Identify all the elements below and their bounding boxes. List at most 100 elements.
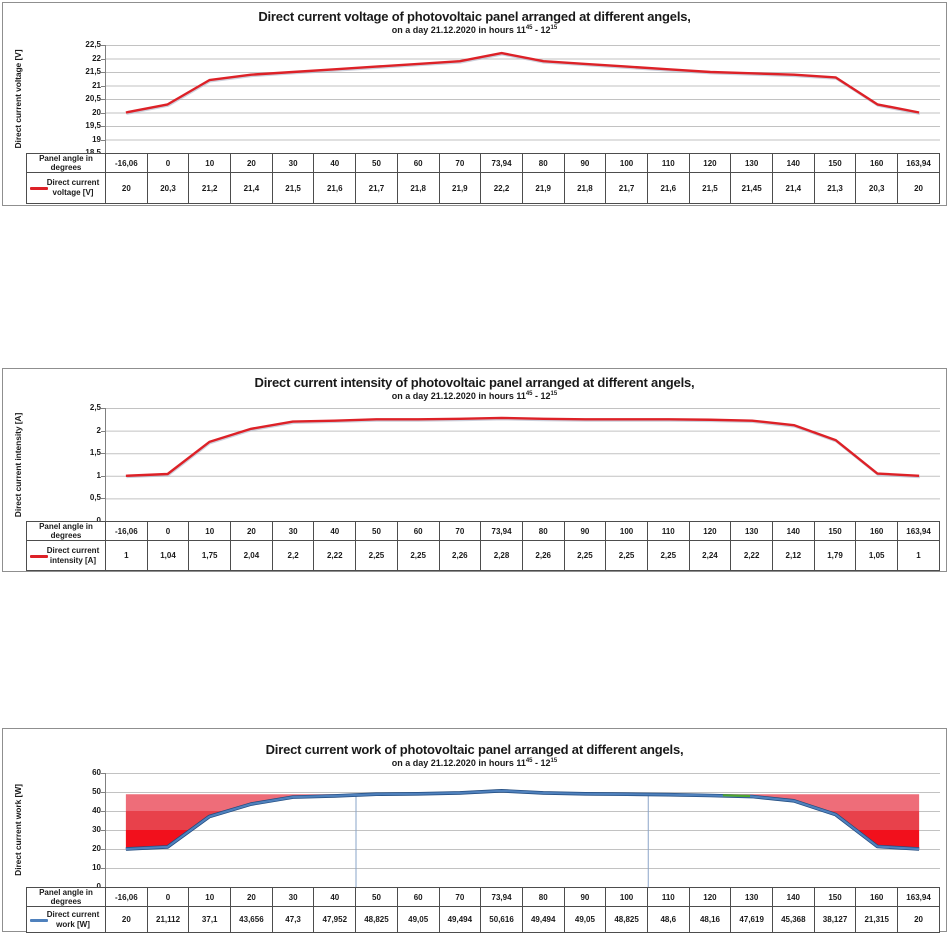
value-cell: 20 xyxy=(105,906,148,933)
angle-row: Panel angle in degrees -16,06 0 10 20 30 40 50 6… xyxy=(26,153,940,173)
y-tick-label: 60 xyxy=(92,768,101,777)
angle-row: Panel angle in degrees -16,06 0 10 20 30 40 50 6… xyxy=(26,521,940,541)
legend-label: Direct current intensity [A] xyxy=(46,545,100,565)
y-tick-mark xyxy=(101,86,105,87)
angle-cell: 140 xyxy=(772,521,815,541)
chart-title: Direct current work of photovoltaic pane… xyxy=(265,742,684,757)
value-cell: 21,4 xyxy=(772,172,815,204)
value-cell: 50,616 xyxy=(480,906,523,933)
value-cell: 1,04 xyxy=(146,540,190,571)
angle-cell: 0 xyxy=(146,887,190,907)
angle-cell: 130 xyxy=(730,153,773,173)
value-cell: 21,6 xyxy=(646,172,690,204)
angle-cell: 30 xyxy=(271,153,315,173)
value-cell: 21,9 xyxy=(438,172,482,204)
chart-plot-svg xyxy=(105,45,940,153)
series-line-icon xyxy=(30,918,48,922)
y-tick-label: 1,5 xyxy=(89,448,101,458)
angle-cell: 60 xyxy=(396,153,440,173)
y-axis-title: Direct current voltage [V] xyxy=(13,49,23,149)
angle-cell: 60 xyxy=(396,521,440,541)
angle-cell: 110 xyxy=(646,521,690,541)
angle-cell: 70 xyxy=(438,521,482,541)
value-cell: 2,12 xyxy=(772,540,815,571)
value-cell: 45,368 xyxy=(772,906,815,933)
value-row: Direct current voltage [V] 20 20,3 21,2 21,4 2… xyxy=(26,172,940,204)
y-tick-mark xyxy=(101,72,105,73)
angle-cell: 150 xyxy=(813,153,857,173)
angle-cell: 100 xyxy=(605,887,648,907)
angle-cell: 160 xyxy=(855,887,899,907)
angle-cell: 100 xyxy=(605,521,648,541)
value-cell: 43,656 xyxy=(230,906,273,933)
value-cell: 2,25 xyxy=(563,540,607,571)
y-tick-mark xyxy=(101,408,105,409)
angle-cell: 110 xyxy=(646,153,690,173)
angle-cell: 80 xyxy=(521,887,565,907)
value-cell: 21,3 xyxy=(813,172,857,204)
value-cell: 2,22 xyxy=(730,540,773,571)
chart-plot-svg xyxy=(105,773,940,887)
value-row: Direct current work [W] 20 21,112 37,1 43,656… xyxy=(26,906,940,933)
value-cell: 49,494 xyxy=(438,906,482,933)
value-cell: 37,1 xyxy=(188,906,232,933)
y-tick-label: 22 xyxy=(92,53,101,63)
value-cell: 2,22 xyxy=(313,540,357,571)
chart-subtitle: on a day 21.12.2020 in hours 1145 - 1215 xyxy=(391,25,558,35)
y-tick-mark xyxy=(101,849,105,850)
chart-data-table: Panel angle in degrees -16,06 0 10 20 30 40 50 6… xyxy=(26,521,940,571)
value-cell: 47,952 xyxy=(313,906,357,933)
value-cell: 21,8 xyxy=(563,172,607,204)
y-tick-label: 0 xyxy=(45,517,101,525)
angle-row-label: Panel angle in degrees xyxy=(26,521,106,541)
angle-cell: 0 xyxy=(146,521,190,541)
angle-cell: 50 xyxy=(355,887,398,907)
intensity-chart-figure: Direct current intensity of photovoltaic… xyxy=(2,368,947,572)
value-cell: 20,3 xyxy=(855,172,899,204)
value-cell: 21,5 xyxy=(688,172,732,204)
value-cell: 48,825 xyxy=(355,906,398,933)
value-cell: 21,9 xyxy=(521,172,565,204)
angle-cell: 140 xyxy=(772,887,815,907)
legend-cell: Direct current intensity [A] xyxy=(26,540,106,571)
legend-label: Direct current work [W] xyxy=(46,909,100,929)
legend-label: Direct current voltage [V] xyxy=(46,178,100,197)
angle-cell: 10 xyxy=(188,887,232,907)
value-cell: 2,26 xyxy=(438,540,482,571)
value-cell: 48,825 xyxy=(605,906,648,933)
y-tick-mark xyxy=(101,45,105,46)
value-cell: 21,2 xyxy=(188,172,232,204)
angle-cell: 40 xyxy=(313,153,357,173)
angle-cell: 10 xyxy=(188,153,232,173)
angle-cell: 120 xyxy=(688,521,732,541)
angle-cell: 20 xyxy=(230,153,273,173)
value-cell: 21,7 xyxy=(355,172,398,204)
value-cell: 2,2 xyxy=(271,540,315,571)
y-tick-mark xyxy=(101,498,105,499)
angle-cell: 20 xyxy=(230,887,273,907)
y-tick-label: 20 xyxy=(92,844,101,853)
y-tick-label: 2 xyxy=(96,425,101,435)
y-tick-label: 20,5 xyxy=(85,94,101,103)
chart-subtitle: on a day 21.12.2020 in hours 1145 - 1215 xyxy=(391,391,558,401)
angle-row-label: Panel angle in degrees xyxy=(26,153,106,173)
value-cell: 21,5 xyxy=(271,172,315,204)
y-tick-mark xyxy=(101,140,105,141)
y-tick-mark xyxy=(101,830,105,831)
value-cell: 47,619 xyxy=(730,906,773,933)
y-axis-title: Direct current intensity [A] xyxy=(13,412,23,517)
voltage-chart-figure: Direct current voltage of photovoltaic p… xyxy=(2,2,947,206)
angle-cell: 70 xyxy=(438,153,482,173)
y-tick-mark xyxy=(101,113,105,114)
value-cell: 21,7 xyxy=(605,172,648,204)
series-line-icon xyxy=(30,554,48,558)
angle-cell: -16,06 xyxy=(105,887,148,907)
value-cell: 22,2 xyxy=(480,172,523,204)
y-tick-mark xyxy=(101,99,105,100)
value-cell: 1,79 xyxy=(813,540,857,571)
y-tick-label: 20 xyxy=(92,107,101,117)
angle-cell: 73,94 xyxy=(480,153,523,173)
y-tick-mark xyxy=(101,868,105,869)
angle-cell: 0 xyxy=(146,153,190,173)
